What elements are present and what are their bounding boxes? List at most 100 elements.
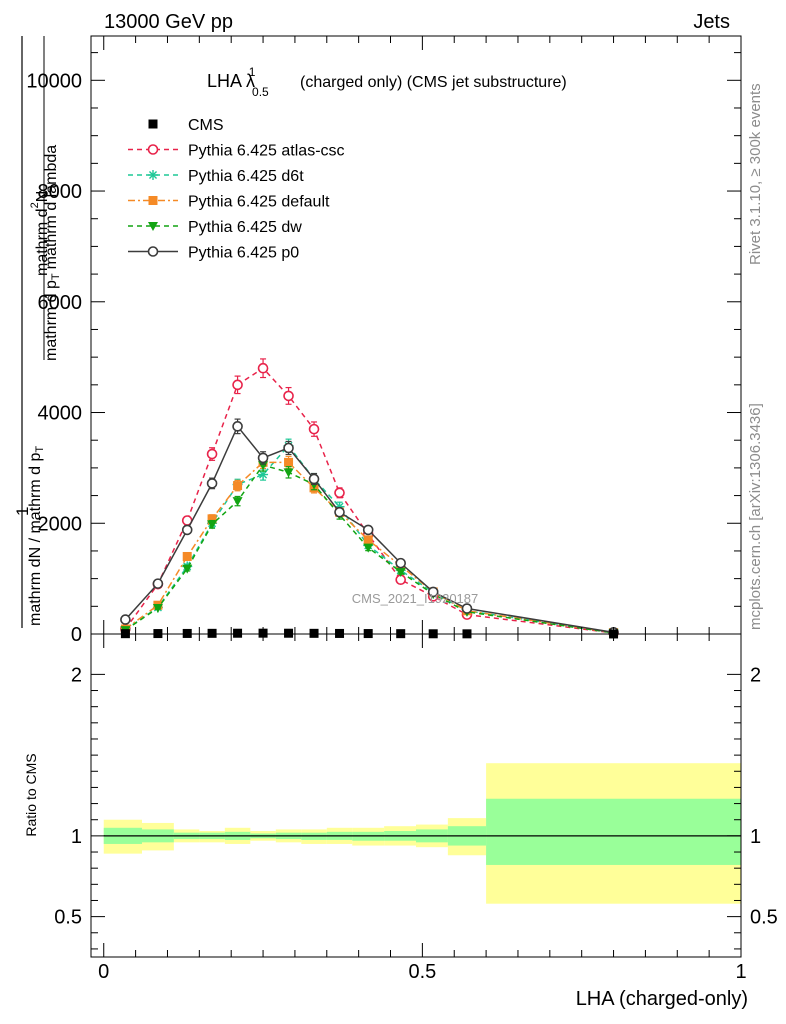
main-plot: 0 2000 4000 6000 8000 10000 LHA λ 0.5 1 (charge… <box>13 35 742 646</box>
legend-label: Pythia 6.425 dw <box>188 219 302 236</box>
marker-square <box>309 628 319 638</box>
marker-square <box>335 628 345 638</box>
main-ylabel: 1 mathrm d2N mathrm d pTmathrm d lambda … <box>13 36 62 628</box>
y-tick-label: 4000 <box>38 403 83 425</box>
marker-circle <box>334 506 345 518</box>
marker-square <box>182 628 192 638</box>
legend-label: Pythia 6.425 atlas-csc <box>188 143 345 160</box>
ratio-y-tick-label: 2 <box>71 664 82 686</box>
marker-square <box>233 481 243 491</box>
y-tick-label: 0 <box>71 624 82 646</box>
marker-star-arm <box>259 470 268 479</box>
marker-circle <box>334 487 345 499</box>
marker-circle <box>308 473 320 485</box>
watermark: CMS_2021_I1920187 <box>352 591 479 606</box>
ylabel-inner-denominator-sub: T <box>50 273 62 280</box>
marker-circle <box>232 421 243 432</box>
ylabel-inner-denominator: mathrm d pTmathrm d lambda <box>43 145 62 361</box>
marker-triangle <box>207 520 218 530</box>
marker-square <box>363 535 373 545</box>
marker-square <box>182 551 192 561</box>
mcplots-label: mcplots.cern.ch [arXiv:1306.3436] <box>747 403 764 630</box>
ylabel-inner-numerator-tail: N <box>34 191 51 203</box>
marker-circle <box>257 362 269 374</box>
header-left: 13000 GeV pp <box>104 11 233 33</box>
x-tick-label: 0.5 <box>408 961 436 983</box>
legend-label: Pythia 6.425 p0 <box>188 245 299 262</box>
marker-square <box>207 628 217 638</box>
y-tick-label: 8000 <box>38 181 83 203</box>
marker-circle <box>461 603 473 614</box>
header-right: Jets <box>693 11 730 33</box>
legend-entry: Pythia 6.425 default <box>128 194 330 211</box>
marker-circle <box>395 557 407 569</box>
series-line <box>124 424 614 634</box>
legend-label: CMS <box>188 117 224 134</box>
ylabel-inner-denominator-head: mathrm d p <box>43 280 60 361</box>
legend-label: Pythia 6.425 default <box>188 194 330 211</box>
legend-label: Pythia 6.425 d6t <box>188 168 304 185</box>
ratio-y-tick-label: 0.5 <box>54 907 82 929</box>
x-tick-label: 0 <box>98 961 109 983</box>
marker-circle <box>206 448 218 460</box>
ylabel-inner-numerator-head: mathrm d <box>34 208 51 276</box>
ylabel-inner-numerator: mathrm d2N <box>29 191 51 276</box>
marker-square <box>148 196 158 205</box>
ratio-ylabel: Ratio to CMS <box>23 753 39 836</box>
marker-triangle <box>395 567 406 577</box>
legend: CMS Pythia 6.425 atlas-csc Pythia 6.425 d6… <box>128 117 345 262</box>
legend-entry: Pythia 6.425 dw <box>128 219 302 236</box>
ylabel-outer-denominator-sub: T <box>34 446 46 453</box>
marker-triangle <box>283 468 294 478</box>
ratio-plot: 0.5 0.5 1 1 2 2 0 0.5 1 Ratio to CMS LHA (charge… <box>23 633 778 1010</box>
legend-entry: Pythia 6.425 p0 <box>128 245 299 262</box>
marker-star <box>148 170 158 180</box>
marker-circle <box>147 246 159 257</box>
marker-square <box>284 628 294 638</box>
ratio-y-tick-label-right: 0.5 <box>750 907 778 929</box>
marker-circle <box>283 390 294 402</box>
ylabel-outer-denominator-head: mathrm dN / mathrm d p <box>27 453 44 626</box>
plot-title-sub: 0.5 <box>252 85 269 99</box>
marker-circle <box>120 614 131 625</box>
marker-circle <box>427 586 439 598</box>
legend-entry: Pythia 6.425 d6t <box>128 168 304 185</box>
legend-entry: CMS <box>148 117 224 134</box>
x-tick-label: 1 <box>735 961 746 983</box>
y-tick-label: 6000 <box>38 292 83 314</box>
marker-square <box>233 628 243 638</box>
ratio-plot-frame <box>90 633 742 958</box>
marker-square <box>207 514 217 524</box>
legend-entry: Pythia 6.425 atlas-csc <box>128 143 345 160</box>
marker-triangle <box>363 543 374 553</box>
marker-circle <box>232 379 243 391</box>
ratio-inner-band <box>486 798 741 865</box>
rivet-label: Rivet 3.1.10, ≥ 300k events <box>747 83 764 265</box>
marker-triangle <box>182 564 193 574</box>
marker-star-arm <box>148 170 158 180</box>
marker-circle <box>283 442 294 454</box>
ylabel-inner-numerator-sup: 2 <box>29 202 41 208</box>
y-tick-label: 2000 <box>38 513 83 535</box>
marker-circle <box>152 578 164 589</box>
marker-triangle <box>148 222 158 231</box>
plot-title-suffix: (charged only) (CMS jet substructure) <box>300 74 567 91</box>
marker-square <box>148 119 158 129</box>
marker-circle <box>257 452 269 464</box>
x-axis-label: LHA (charged-only) <box>576 988 748 1010</box>
ratio-y-tick-label: 1 <box>71 826 82 848</box>
marker-circle <box>181 524 193 536</box>
series-line <box>124 367 614 634</box>
plot-title-sup: 1 <box>249 65 256 79</box>
marker-circle <box>308 423 320 435</box>
marker-circle <box>362 524 374 536</box>
series-pythia-6-425-dw <box>120 458 619 638</box>
marker-triangle <box>152 603 163 613</box>
marker-circle <box>147 144 159 155</box>
marker-square <box>284 457 294 467</box>
ratio-y-tick-label-right: 1 <box>750 826 761 848</box>
ylabel-inner-denominator-tail: mathrm d lambda <box>43 145 60 270</box>
marker-triangle <box>258 461 269 471</box>
marker-triangle <box>232 497 243 507</box>
marker-circle <box>206 478 218 489</box>
